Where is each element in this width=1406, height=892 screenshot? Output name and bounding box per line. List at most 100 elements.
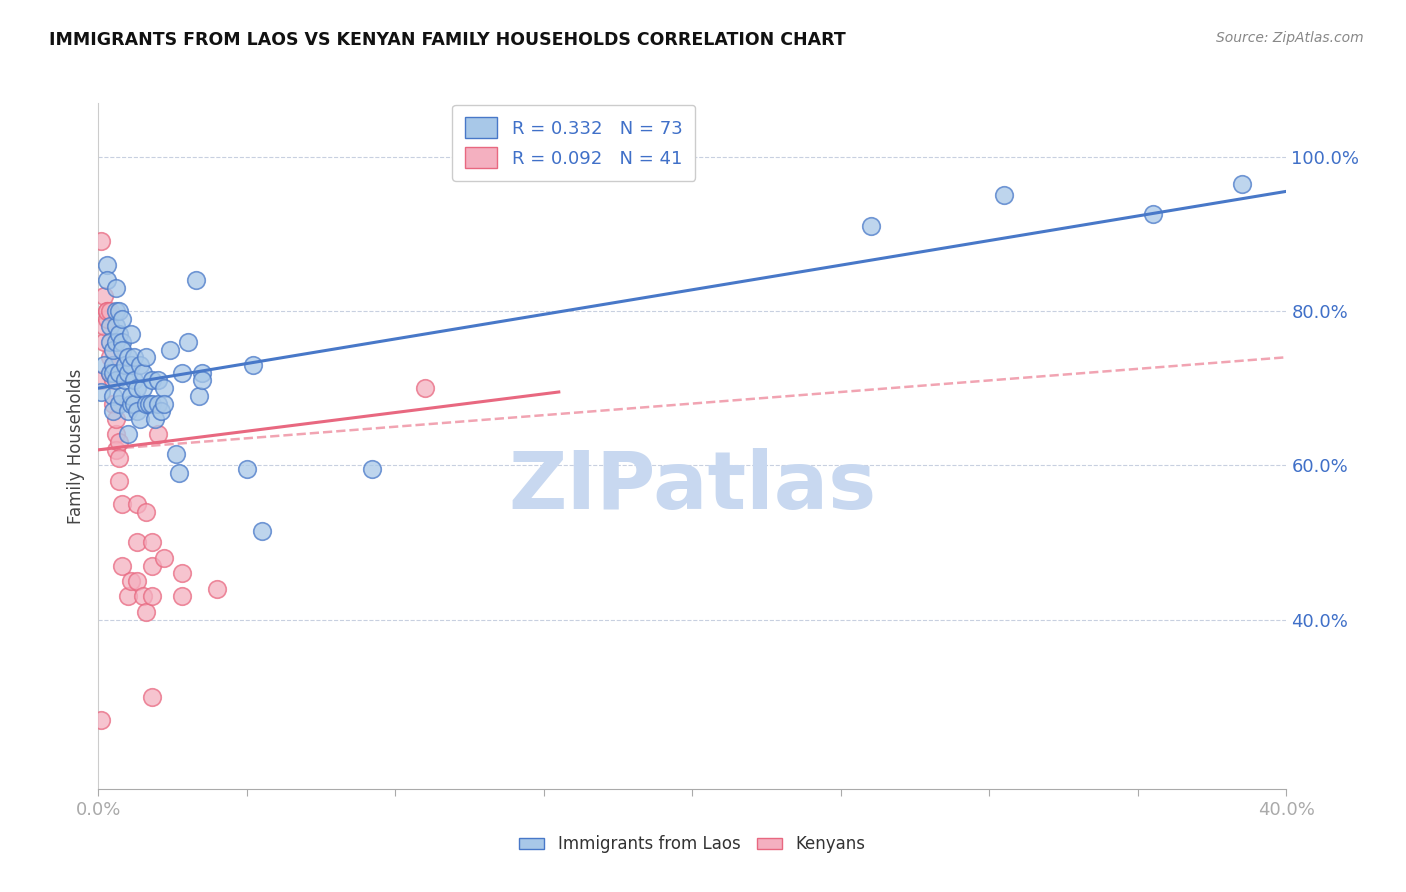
- Point: [93, 358, 115, 372]
- Point: [108, 366, 131, 380]
- Point: [105, 412, 128, 426]
- Point: [108, 304, 131, 318]
- Point: [120, 396, 142, 410]
- Point: [111, 389, 134, 403]
- Point: [93, 288, 115, 302]
- Point: [141, 690, 163, 704]
- Point: [167, 466, 190, 480]
- Point: [103, 404, 125, 418]
- Point: [1142, 207, 1164, 221]
- Point: [607, 157, 630, 171]
- Point: [152, 396, 174, 410]
- Point: [125, 574, 148, 588]
- Point: [413, 381, 436, 395]
- Point: [105, 427, 128, 442]
- Point: [129, 412, 152, 426]
- Point: [141, 373, 163, 387]
- Point: [96, 311, 118, 326]
- Point: [98, 304, 121, 318]
- Point: [108, 396, 131, 410]
- Point: [103, 343, 125, 357]
- Point: [132, 590, 155, 604]
- Point: [191, 373, 214, 387]
- Point: [98, 351, 121, 365]
- Point: [129, 358, 152, 372]
- Point: [135, 605, 157, 619]
- Text: Source: ZipAtlas.com: Source: ZipAtlas.com: [1216, 31, 1364, 45]
- Point: [125, 497, 148, 511]
- Point: [108, 327, 131, 342]
- Text: ZIPatlas: ZIPatlas: [509, 448, 876, 526]
- Point: [111, 558, 134, 573]
- Point: [96, 304, 118, 318]
- Point: [114, 373, 136, 387]
- Point: [103, 358, 125, 372]
- Point: [205, 582, 228, 596]
- Point: [105, 281, 128, 295]
- Point: [152, 381, 174, 395]
- Point: [103, 389, 125, 403]
- Point: [993, 188, 1015, 202]
- Point: [146, 396, 169, 410]
- Point: [859, 219, 882, 233]
- Point: [90, 373, 112, 387]
- Point: [117, 351, 139, 365]
- Point: [98, 319, 121, 334]
- Point: [117, 366, 139, 380]
- Point: [152, 550, 174, 565]
- Point: [122, 373, 145, 387]
- Point: [108, 474, 131, 488]
- Point: [135, 396, 157, 410]
- Point: [170, 366, 193, 380]
- Point: [191, 366, 214, 380]
- Point: [105, 334, 128, 349]
- Point: [117, 590, 139, 604]
- Point: [125, 404, 148, 418]
- Point: [93, 319, 115, 334]
- Point: [108, 435, 131, 450]
- Point: [125, 381, 148, 395]
- Point: [90, 384, 112, 399]
- Point: [98, 366, 121, 380]
- Point: [105, 442, 128, 457]
- Point: [141, 535, 163, 549]
- Point: [143, 412, 166, 426]
- Point: [90, 235, 112, 249]
- Point: [250, 524, 273, 538]
- Point: [138, 396, 160, 410]
- Point: [98, 366, 121, 380]
- Point: [188, 389, 211, 403]
- Point: [120, 574, 142, 588]
- Point: [165, 447, 187, 461]
- Point: [103, 366, 125, 380]
- Point: [103, 358, 125, 372]
- Point: [132, 366, 155, 380]
- Point: [120, 389, 142, 403]
- Point: [122, 396, 145, 410]
- Point: [105, 319, 128, 334]
- Y-axis label: Family Households: Family Households: [66, 368, 84, 524]
- Point: [111, 334, 134, 349]
- Point: [103, 396, 125, 410]
- Point: [114, 358, 136, 372]
- Point: [146, 373, 169, 387]
- Point: [159, 343, 181, 357]
- Point: [141, 396, 163, 410]
- Point: [96, 258, 118, 272]
- Point: [122, 351, 145, 365]
- Point: [135, 505, 157, 519]
- Point: [117, 404, 139, 418]
- Point: [105, 304, 128, 318]
- Point: [186, 273, 208, 287]
- Point: [120, 358, 142, 372]
- Point: [146, 427, 169, 442]
- Point: [360, 462, 382, 476]
- Point: [176, 334, 198, 349]
- Point: [93, 334, 115, 349]
- Point: [120, 327, 142, 342]
- Point: [111, 497, 134, 511]
- Point: [141, 590, 163, 604]
- Point: [90, 713, 112, 727]
- Point: [98, 334, 121, 349]
- Point: [149, 404, 172, 418]
